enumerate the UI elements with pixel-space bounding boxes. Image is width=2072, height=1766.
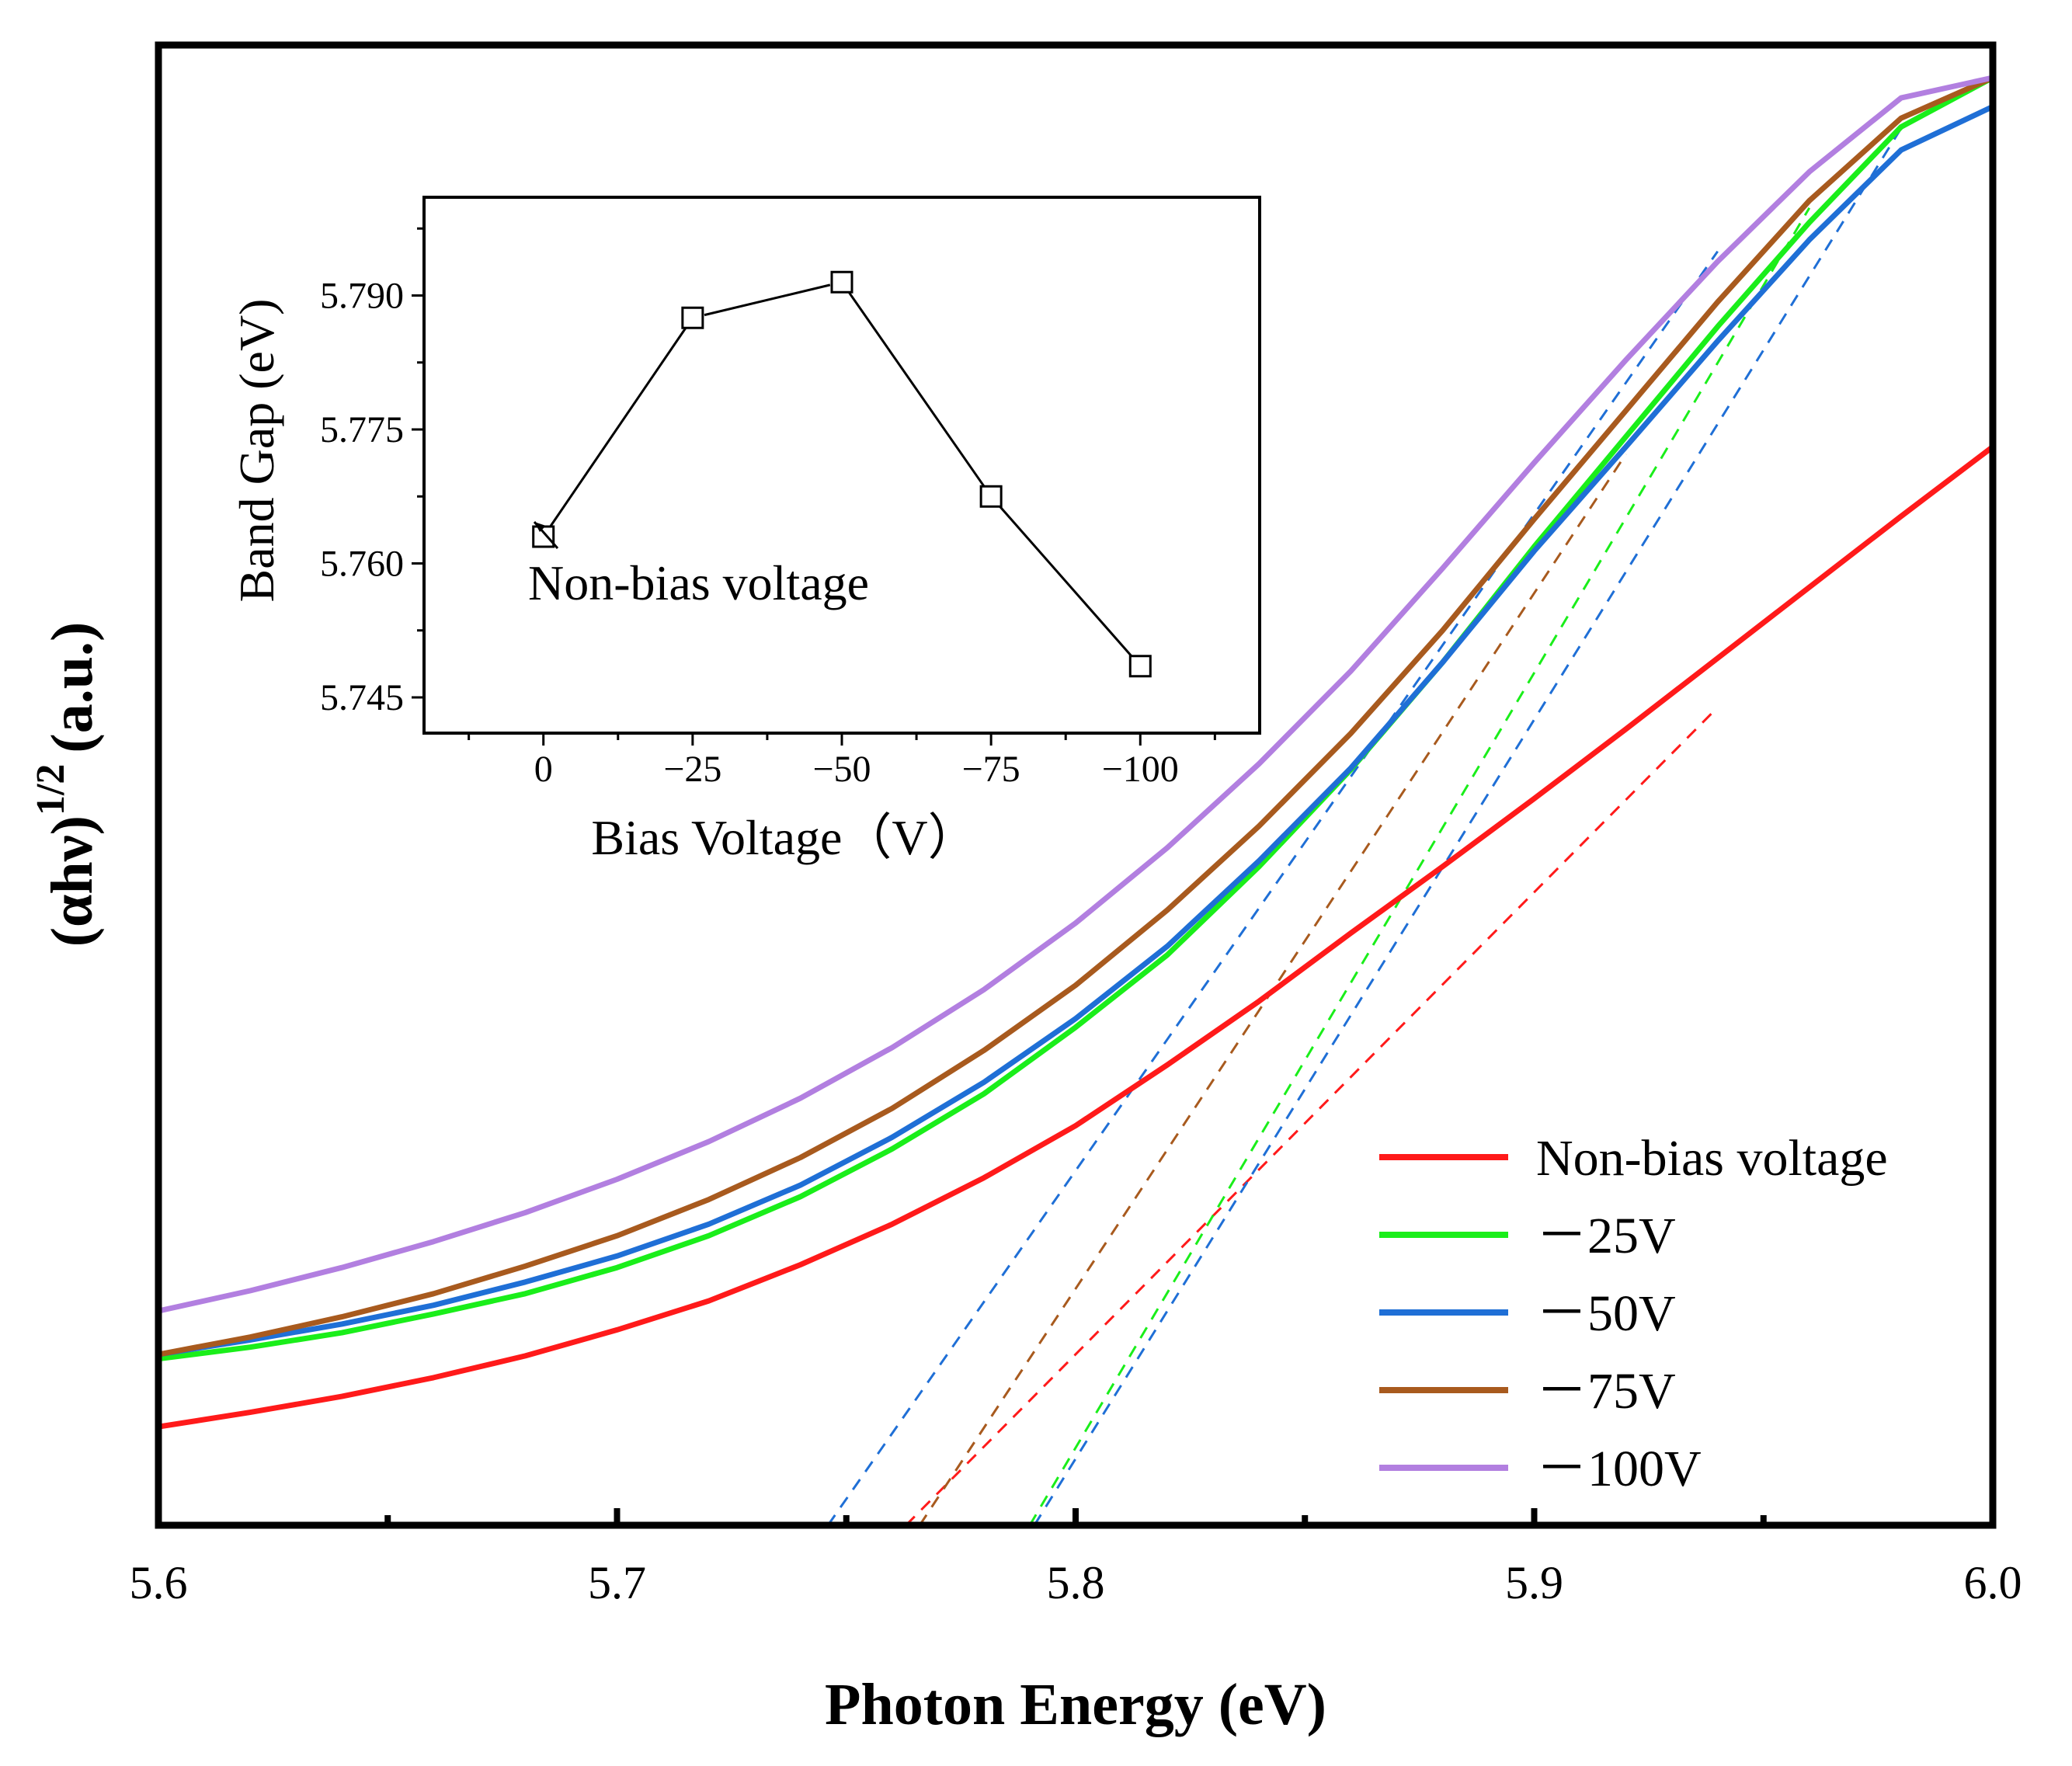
svg-text:(αhν)1/2(a.u.): (αhν)1/2 (a.u.) — [29, 622, 105, 947]
series-100v — [158, 75, 1993, 1314]
inset-x-axis-title: Bias Voltage（V） — [591, 810, 977, 865]
inset-x-tick-label: 0 — [534, 749, 553, 790]
series-50v — [158, 104, 1993, 1358]
tangent-100v — [826, 250, 1719, 1525]
legend: Non-bias voltage －25V －50V －75V －100V — [1379, 1130, 1888, 1497]
inset-segment — [549, 327, 687, 527]
series-25v — [158, 75, 1993, 1362]
x-axis-ticks — [155, 1508, 1996, 1525]
inset-x-tick-label: −75 — [962, 749, 1020, 790]
x-axis-tick-labels: 5.6 5.7 5.8 5.9 6.0 — [130, 1557, 2022, 1608]
inset-point-25 — [681, 306, 704, 329]
series-non-bias-voltage — [158, 444, 1993, 1430]
tangent-50v — [1033, 127, 1903, 1525]
inset-chart: 0 −25 −50 −75 −100 5.745 5.760 5.775 5.790 Bias… — [229, 196, 1261, 865]
inset-y-tick-label: 5.775 — [320, 409, 404, 450]
inset-point-0 — [532, 525, 555, 548]
inset-markers — [532, 270, 1152, 678]
inset-point-50 — [830, 270, 853, 294]
x-axis-title: Photon Energy (eV) — [825, 1672, 1326, 1737]
tangent-25v — [1028, 207, 1811, 1525]
legend-label-50v: －50V — [1536, 1285, 1676, 1342]
x-tick-label: 5.8 — [1047, 1557, 1105, 1608]
tangent-non-bias-voltage — [905, 706, 1719, 1525]
inset-x-tick-label: −100 — [1102, 749, 1179, 790]
legend-label-75v: －75V — [1536, 1363, 1676, 1420]
legend-label-25v: －25V — [1536, 1208, 1676, 1264]
series-75v — [158, 75, 1993, 1358]
y-axis-title-unit: (a.u.) — [40, 622, 105, 753]
x-tick-label: 5.6 — [130, 1557, 188, 1608]
inset-x-tick-label: −50 — [812, 749, 871, 790]
inset-segment — [704, 283, 831, 317]
annotation-arrowhead — [534, 522, 546, 532]
inset-point-100 — [1128, 655, 1152, 678]
x-tick-label: 5.7 — [588, 1557, 646, 1608]
legend-label-100v: －100V — [1536, 1441, 1702, 1497]
inset-segment — [847, 291, 986, 488]
inset-y-tick-label: 5.790 — [320, 276, 404, 317]
inset-y-ticks: 5.745 5.760 5.775 5.790 — [320, 227, 424, 718]
y-axis-title-sup: 1/2 — [29, 764, 73, 815]
inset-y-tick-label: 5.760 — [320, 544, 404, 585]
data-series — [158, 75, 1993, 1430]
inset-annotation: Non-bias voltage — [528, 521, 869, 610]
legend-label-non-bias-voltage: Non-bias voltage — [1536, 1130, 1888, 1187]
inset-series-line — [549, 283, 1134, 659]
y-axis-title-main: (αhν) — [40, 815, 105, 947]
inset-segment — [998, 504, 1134, 659]
x-tick-label: 6.0 — [1964, 1557, 2022, 1608]
inset-y-tick-label: 5.745 — [320, 677, 404, 718]
inset-point-75 — [979, 485, 1003, 508]
inset-annotation-text: Non-bias voltage — [528, 555, 869, 610]
x-tick-label: 5.9 — [1505, 1557, 1563, 1608]
y-axis-title: (αhν)1/2 (a.u.) — [29, 622, 105, 947]
inset-x-ticks: 0 −25 −50 −75 −100 — [468, 733, 1216, 790]
inset-y-axis-title: Band Gap (eV) — [229, 299, 284, 603]
inset-x-tick-label: −25 — [663, 749, 721, 790]
